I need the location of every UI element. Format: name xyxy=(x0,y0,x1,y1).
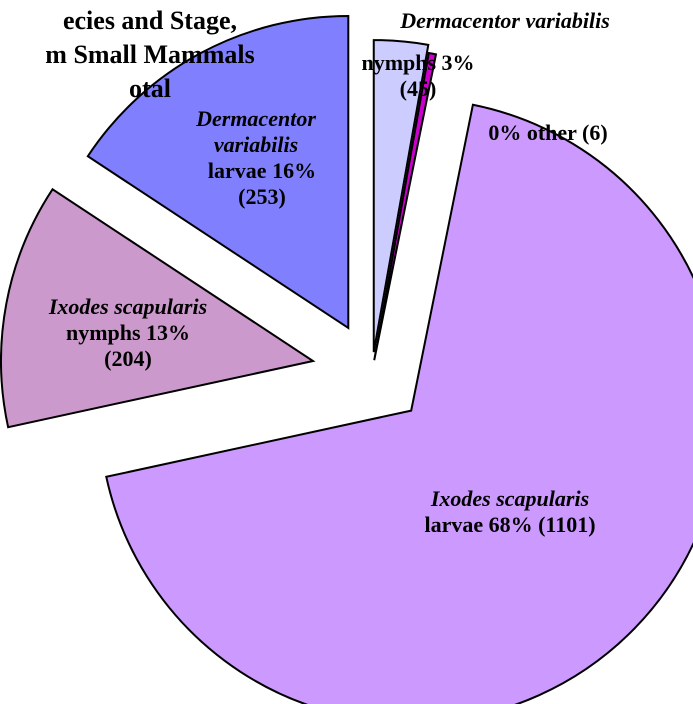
title-line: otal xyxy=(129,74,171,103)
data-label: larvae 16% (253) xyxy=(207,158,317,209)
data-label: larvae 68% (1101) xyxy=(424,512,596,537)
data-label: 0% other (6) xyxy=(488,120,608,145)
slice-species: Ixodes scapularis xyxy=(48,294,208,319)
slice-species: Dermacentor variabilis xyxy=(196,106,316,157)
pie-slice xyxy=(105,103,693,704)
data-label: nymphs 13% (204) xyxy=(65,320,191,371)
data-label: nymphs 3% (45) xyxy=(361,50,475,101)
chart-title: ecies and Stage, m Small Mammals otal xyxy=(0,4,340,106)
pie-slice xyxy=(373,51,438,361)
pie-slice xyxy=(86,14,350,330)
pie-slice xyxy=(0,187,316,429)
slice-species: Dermacentor variabilis xyxy=(400,8,610,33)
slice-species: Ixodes scapularis xyxy=(430,486,590,511)
title-line: ecies and Stage, xyxy=(62,6,238,35)
pie-slice xyxy=(372,39,430,353)
title-line: m Small Mammals xyxy=(45,40,255,69)
